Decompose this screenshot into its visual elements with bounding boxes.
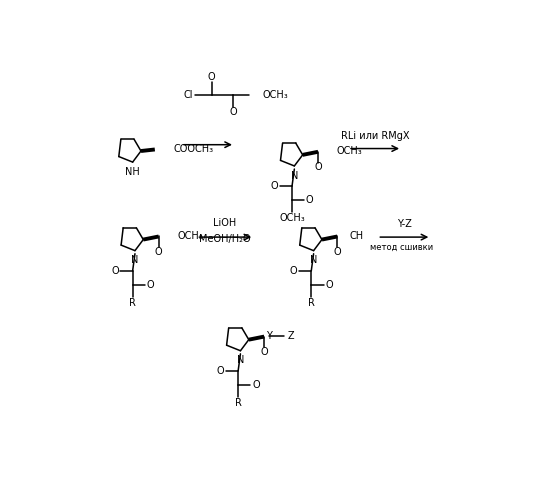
Text: O: O	[217, 366, 224, 376]
Text: N: N	[237, 356, 244, 366]
Text: O: O	[261, 347, 268, 357]
Text: RLi или RMgX: RLi или RMgX	[341, 131, 409, 141]
Text: O: O	[252, 380, 259, 390]
Text: O: O	[314, 162, 322, 172]
Text: метод сшивки: метод сшивки	[370, 242, 434, 252]
Text: O: O	[306, 195, 313, 205]
Text: O: O	[333, 247, 341, 257]
Text: O: O	[270, 181, 278, 191]
Text: OCH₃: OCH₃	[279, 214, 305, 224]
Text: R: R	[234, 398, 242, 408]
Text: N: N	[310, 256, 317, 266]
Text: O: O	[325, 280, 333, 289]
Text: Y-Z: Y-Z	[397, 218, 412, 228]
Text: O: O	[208, 72, 215, 82]
Text: N: N	[131, 256, 139, 266]
Text: COOCH₃: COOCH₃	[174, 144, 213, 154]
Text: Cl: Cl	[184, 90, 194, 100]
Text: N: N	[290, 170, 298, 180]
Text: MeOH/H₂O: MeOH/H₂O	[199, 234, 251, 243]
Text: R: R	[308, 298, 315, 308]
Text: O: O	[146, 280, 154, 289]
Text: CH: CH	[350, 230, 364, 240]
Text: OCH₃: OCH₃	[177, 230, 203, 240]
Text: NH: NH	[125, 166, 139, 176]
Text: O: O	[230, 108, 237, 118]
Text: O: O	[111, 266, 119, 276]
Text: O: O	[155, 247, 163, 257]
Text: Y: Y	[267, 331, 273, 341]
Text: O: O	[290, 266, 298, 276]
Text: R: R	[129, 298, 136, 308]
Text: Z: Z	[287, 331, 294, 341]
Text: OCH₃: OCH₃	[337, 146, 362, 156]
Text: OCH₃: OCH₃	[263, 90, 288, 100]
Text: LiOH: LiOH	[213, 218, 237, 228]
